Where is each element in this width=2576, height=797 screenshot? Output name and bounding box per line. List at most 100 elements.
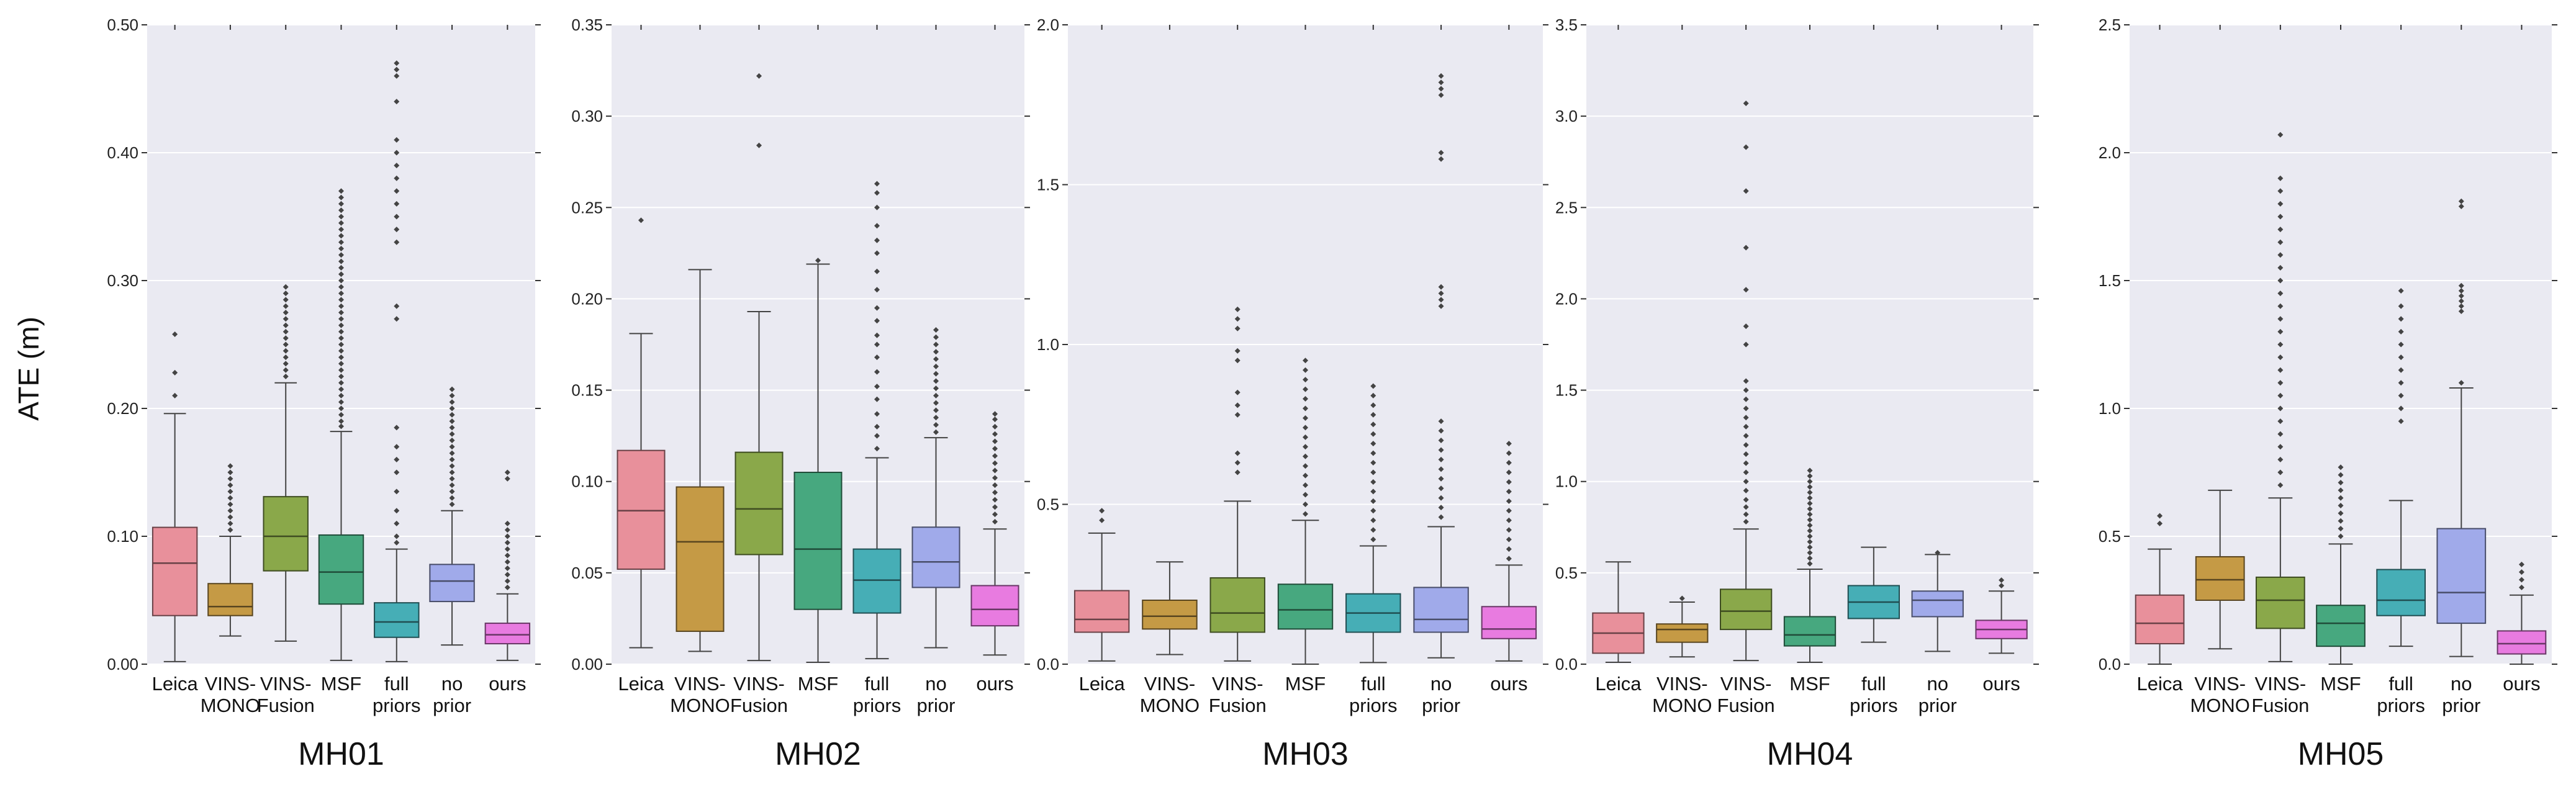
outlier-point bbox=[2277, 264, 2284, 271]
outlier-point bbox=[1234, 325, 1241, 331]
outlier-point bbox=[227, 502, 233, 507]
ytick-label: 0.35 bbox=[571, 16, 603, 34]
category-label: VINS- bbox=[2255, 673, 2307, 695]
outlier-point bbox=[992, 460, 998, 466]
outlier-point bbox=[394, 469, 400, 475]
box-iqr bbox=[1656, 623, 1709, 643]
outlier-point bbox=[1743, 518, 1749, 525]
category-label: Fusion bbox=[257, 695, 315, 716]
box-iqr bbox=[734, 451, 784, 556]
outlier-point bbox=[1743, 487, 1749, 493]
outlier-point bbox=[338, 297, 344, 303]
outlier-point bbox=[227, 514, 233, 520]
box-iqr bbox=[793, 472, 843, 610]
outlier-point bbox=[992, 411, 998, 417]
box-iqr bbox=[1209, 577, 1265, 633]
outlier-point bbox=[1303, 367, 1308, 373]
box-vins-mono: VINS-MONO bbox=[670, 25, 730, 716]
outlier-point bbox=[1743, 387, 1749, 394]
outlier-point bbox=[1807, 489, 1813, 495]
outlier-point bbox=[1807, 506, 1813, 512]
outlier-point bbox=[874, 411, 880, 417]
category-label: Fusion bbox=[1717, 695, 1775, 716]
outlier-point bbox=[1743, 188, 1749, 194]
category-label: MONO bbox=[201, 695, 260, 716]
outlier-point bbox=[1438, 290, 1444, 297]
outlier-point bbox=[227, 482, 233, 489]
box-vins-mono: VINS-MONO bbox=[1140, 25, 1200, 716]
outlier-point bbox=[504, 565, 510, 571]
category-label: prior bbox=[1918, 695, 1957, 716]
ytick-label: 1.5 bbox=[1555, 381, 1578, 400]
category-label: full bbox=[1861, 673, 1886, 695]
outlier-point bbox=[1234, 402, 1241, 408]
outlier-point bbox=[1743, 511, 1749, 518]
outlier-point bbox=[282, 303, 289, 309]
outlier-point bbox=[1807, 539, 1813, 545]
outlier-point bbox=[394, 425, 400, 431]
outlier-point bbox=[1370, 517, 1376, 523]
box-msf: MSF bbox=[318, 25, 364, 695]
box-iqr bbox=[970, 585, 1019, 627]
outlier-point bbox=[394, 539, 400, 546]
outlier-point bbox=[1807, 549, 1813, 556]
outlier-point bbox=[1807, 500, 1813, 507]
outlier-point bbox=[1807, 484, 1813, 490]
category-label: full bbox=[384, 673, 409, 695]
outlier-point bbox=[1370, 536, 1376, 543]
category-label: ours bbox=[2503, 673, 2540, 695]
outlier-point bbox=[2518, 577, 2524, 583]
category-label: no bbox=[441, 673, 463, 695]
outlier-point bbox=[338, 277, 344, 284]
outlier-point bbox=[2398, 405, 2404, 412]
ytick-label: 1.0 bbox=[1037, 335, 1059, 354]
outlier-point bbox=[2277, 469, 2284, 475]
outlier-point bbox=[1438, 418, 1444, 425]
box-vins-mono: VINS-MONO bbox=[201, 25, 260, 716]
outlier-point bbox=[1743, 451, 1749, 457]
outlier-point bbox=[992, 453, 998, 459]
box-iqr bbox=[852, 548, 902, 614]
outlier-point bbox=[1743, 341, 1749, 348]
box-iqr bbox=[207, 583, 253, 616]
ytick-label: 0.25 bbox=[571, 198, 603, 217]
outlier-point bbox=[1303, 396, 1308, 402]
outlier-point bbox=[338, 316, 344, 322]
ytick-label: 0.20 bbox=[107, 399, 138, 418]
outlier-point bbox=[2277, 367, 2284, 373]
category-label: full bbox=[2388, 673, 2413, 695]
outlier-point bbox=[992, 417, 998, 423]
outlier-point bbox=[2458, 282, 2464, 289]
outlier-point bbox=[282, 328, 289, 335]
outlier-point bbox=[338, 264, 344, 271]
outlier-point bbox=[2157, 513, 2163, 519]
category-label: full bbox=[1361, 673, 1386, 695]
category-label: Leica bbox=[2137, 673, 2184, 695]
box-iqr bbox=[1783, 616, 1837, 647]
outlier-point bbox=[1506, 517, 1512, 523]
outlier-point bbox=[1506, 498, 1512, 504]
outlier-point bbox=[2398, 354, 2404, 361]
panel-title: MH03 bbox=[1262, 736, 1349, 772]
outlier-point bbox=[449, 425, 455, 431]
outlier-point bbox=[1370, 479, 1376, 485]
outlier-point bbox=[933, 392, 939, 398]
box-msf: MSF bbox=[1277, 25, 1334, 695]
category-label: VINS- bbox=[733, 673, 785, 695]
outlier-point bbox=[449, 438, 455, 443]
category-label: Leica bbox=[618, 673, 664, 695]
outlier-point bbox=[504, 546, 510, 552]
outlier-point bbox=[2277, 405, 2284, 412]
ytick-label: 1.0 bbox=[2099, 399, 2121, 418]
outlier-point bbox=[2398, 367, 2404, 373]
outlier-point bbox=[1370, 450, 1376, 456]
outlier-point bbox=[1743, 378, 1749, 384]
outlier-point bbox=[394, 150, 400, 156]
outlier-point bbox=[1679, 595, 1685, 601]
category-label: priors bbox=[1850, 695, 1898, 716]
outlier-point bbox=[1303, 444, 1308, 450]
outlier-point bbox=[1743, 479, 1749, 485]
outlier-point bbox=[992, 446, 998, 452]
